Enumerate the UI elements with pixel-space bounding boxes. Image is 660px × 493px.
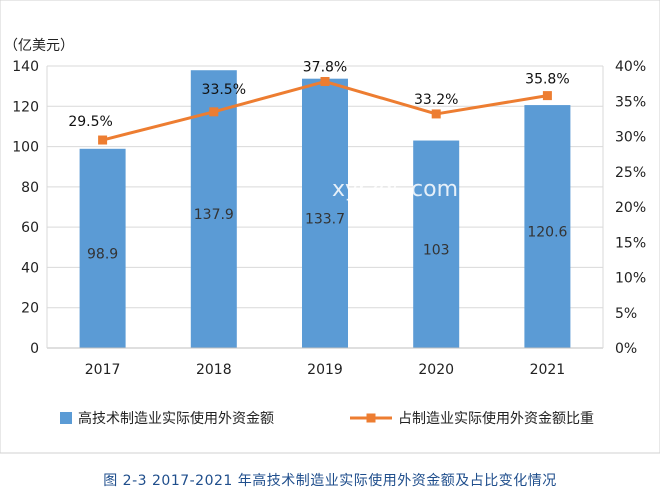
- bar-value-label: 120.6: [527, 225, 567, 241]
- watermark: xyrzgs.com: [332, 177, 458, 202]
- bar-value-label: 103: [423, 242, 450, 258]
- left-axis-tick-label: 20: [21, 301, 39, 317]
- x-axis-tick-label: 2021: [530, 362, 566, 378]
- legend-bar-label: 高技术制造业实际使用外资金额: [78, 410, 274, 427]
- x-axis-tick-label: 2020: [418, 362, 454, 378]
- legend: 高技术制造业实际使用外资金额 占制造业实际使用外资金额比重: [60, 410, 594, 427]
- right-axis-tick-label: 20%: [615, 200, 646, 216]
- bar: [413, 140, 460, 348]
- bar: [79, 148, 126, 348]
- x-axis-tick-label: 2018: [196, 362, 232, 378]
- line-series: [98, 77, 552, 145]
- right-axis-tick-label: 35%: [615, 94, 646, 110]
- figure-caption: 图 2-3 2017-2021 年高技术制造业实际使用外资金额及占比变化情况: [103, 473, 557, 489]
- legend-line-marker: [366, 413, 376, 423]
- right-axis-tick-label: 25%: [615, 165, 646, 181]
- left-axis-unit: （亿美元）: [4, 38, 74, 54]
- line-value-label: 33.2%: [414, 92, 458, 108]
- right-axis-tick-label: 5%: [615, 306, 637, 322]
- line-value-label: 29.5%: [68, 114, 112, 130]
- line-marker: [320, 77, 330, 87]
- right-axis-tick-label: 40%: [615, 59, 646, 75]
- axes: 0 20 40 60 80 100 120 140 0% 5% 10% 15% 20% 25% 30% 35%…: [12, 59, 646, 378]
- line-marker: [98, 135, 108, 145]
- bar: [302, 78, 348, 348]
- data-labels: 98.9 137.9 133.7 103 120.6 29.5% 33.5% 37.8% 33.…: [68, 60, 569, 263]
- right-axis-tick-label: 30%: [615, 130, 646, 146]
- bar-value-label: 133.7: [305, 211, 345, 227]
- bar-value-label: 98.9: [87, 246, 118, 262]
- line-marker: [209, 107, 219, 117]
- bar: [524, 105, 571, 348]
- left-axis-tick-label: 120: [12, 99, 39, 115]
- x-axis-tick-label: 2017: [85, 362, 121, 378]
- bar-value-label: 137.9: [194, 207, 234, 223]
- right-axis-tick-label: 10%: [615, 271, 646, 287]
- bar-series: [79, 70, 571, 348]
- left-axis-tick-label: 60: [21, 220, 39, 236]
- line-value-label: 35.8%: [525, 72, 569, 88]
- line-value-label: 33.5%: [202, 82, 246, 98]
- line-value-label: 37.8%: [303, 60, 347, 76]
- left-axis-tick-label: 140: [12, 59, 39, 75]
- left-axis-tick-label: 0: [30, 341, 39, 357]
- line-marker: [431, 109, 441, 119]
- line-marker: [542, 91, 552, 101]
- right-axis-tick-label: 0%: [615, 341, 637, 357]
- left-axis-tick-label: 40: [21, 260, 39, 276]
- right-axis-tick-label: 15%: [615, 235, 646, 251]
- left-axis-tick-label: 100: [12, 140, 39, 156]
- x-axis-tick-label: 2019: [307, 362, 343, 378]
- legend-bar-swatch: [60, 412, 72, 424]
- legend-line-label: 占制造业实际使用外资金额比重: [398, 410, 594, 427]
- left-axis-tick-label: 80: [21, 180, 39, 196]
